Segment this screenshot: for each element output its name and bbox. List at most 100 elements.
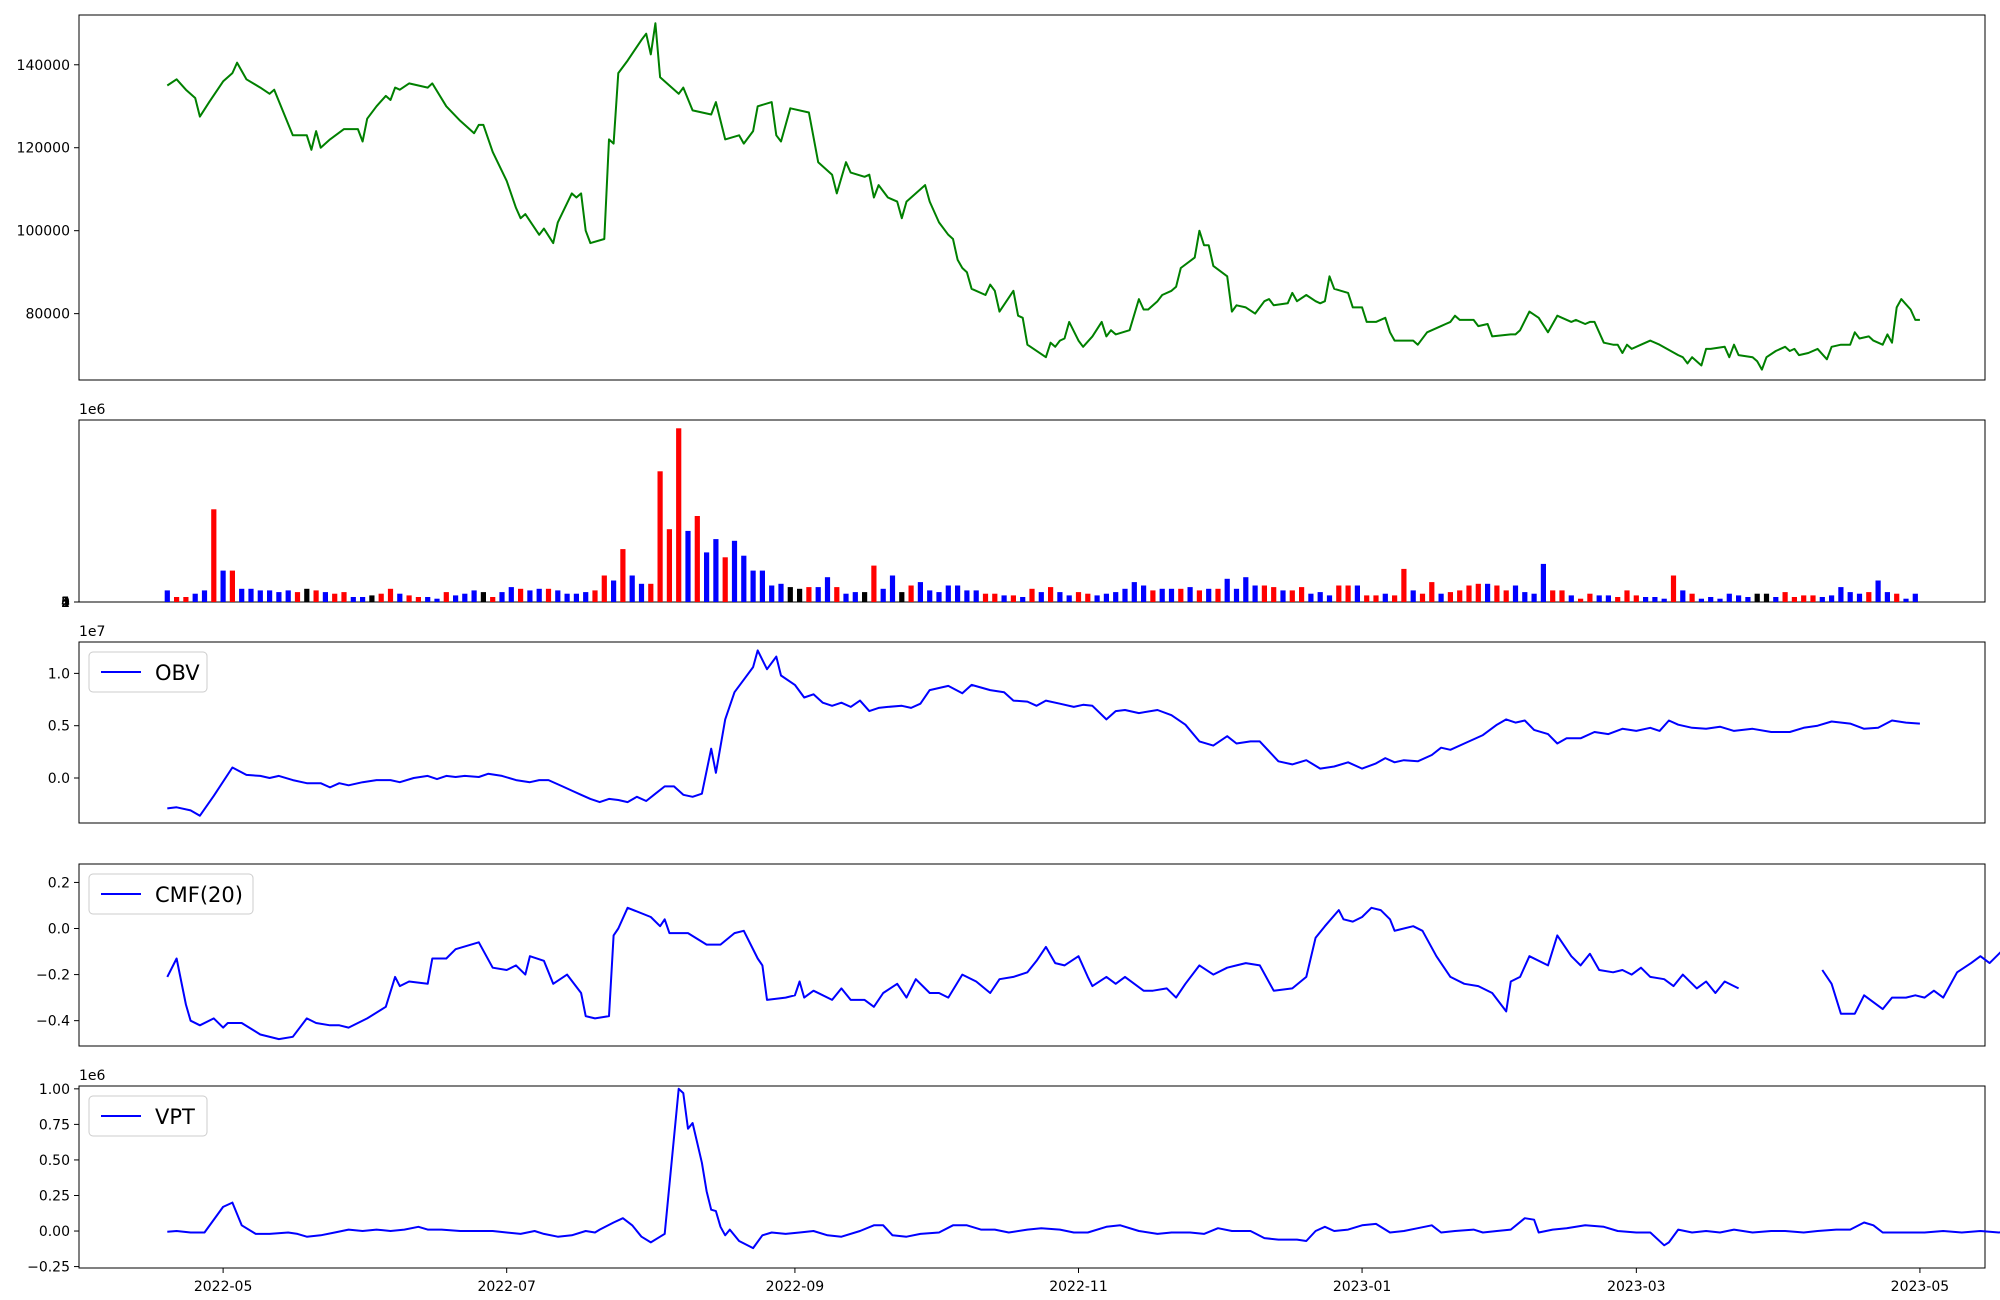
volume-bar — [1847, 592, 1853, 602]
volume-bar — [583, 592, 589, 602]
volume-bar — [239, 588, 245, 602]
volume-bar — [1670, 575, 1677, 602]
volume-bar — [629, 575, 635, 602]
volume-bar — [1531, 593, 1537, 602]
volume-bar — [685, 530, 691, 602]
volume-bar — [936, 592, 942, 602]
volume-bar — [555, 590, 561, 602]
volume-bar — [1540, 563, 1546, 602]
volume-bar — [797, 588, 803, 602]
volume-bar — [1150, 590, 1156, 602]
volume-bar — [889, 575, 896, 602]
volume-bar — [1233, 588, 1240, 602]
volume-bar — [778, 583, 784, 602]
panel-frame — [78, 863, 1986, 1047]
volume-bar — [527, 590, 533, 602]
y-tick-label: 0.50 — [39, 1153, 70, 1169]
volume-bar — [769, 585, 775, 602]
volume-bar — [955, 585, 961, 602]
volume-bar — [927, 590, 933, 602]
volume-bar — [1438, 593, 1444, 602]
volume-bar — [964, 590, 970, 602]
volume-bar — [1736, 595, 1742, 602]
volume-bar — [443, 592, 449, 602]
volume-bar — [480, 592, 486, 602]
volume-bar — [267, 590, 273, 602]
volume-bar — [434, 598, 440, 602]
volume-bar — [1317, 592, 1323, 602]
volume-bar — [257, 590, 263, 602]
volume-bar — [982, 593, 989, 602]
volume-bar — [1057, 592, 1063, 602]
volume-bar — [1075, 592, 1082, 602]
volume-bar — [1280, 590, 1286, 602]
volume-bar — [1819, 597, 1825, 602]
volume-bar — [1615, 597, 1621, 602]
volume-bar — [620, 549, 626, 602]
volume-bar — [880, 588, 886, 602]
volume-bar — [834, 587, 840, 602]
volume-bar — [1345, 585, 1351, 602]
volume-bar — [722, 557, 728, 602]
volume-bar — [871, 565, 877, 602]
volume-bar — [1503, 590, 1509, 602]
volume-bar — [1373, 595, 1379, 602]
volume-bar — [1689, 593, 1695, 602]
volume-bar — [564, 593, 570, 602]
volume-bar — [1429, 582, 1435, 602]
volume-bar — [1113, 592, 1119, 602]
volume-bar — [397, 593, 403, 602]
volume-bar — [611, 580, 617, 602]
y-tick-label: 100000 — [17, 224, 70, 240]
x-tick-label: 2023-03 — [1607, 1279, 1666, 1295]
y-tick-label: 0.2 — [48, 875, 70, 891]
legend-box — [88, 651, 208, 693]
volume-bar — [1382, 593, 1388, 602]
y-tick-label: 80000 — [25, 307, 70, 323]
volume-bar — [1633, 595, 1639, 602]
volume-bar — [1745, 597, 1751, 602]
volume-bar — [1550, 590, 1556, 602]
volume-bar — [1884, 592, 1890, 602]
volume-bar — [638, 583, 645, 602]
volume-bar — [1754, 593, 1760, 602]
volume-bar — [899, 592, 905, 602]
volume-bar — [1289, 590, 1295, 602]
volume-bar — [1336, 585, 1342, 602]
volume-bar — [304, 588, 310, 602]
volume-bar — [713, 539, 719, 602]
volume-bar — [1652, 597, 1658, 602]
volume-bar — [201, 590, 208, 602]
y-tick-label: 5 — [61, 595, 70, 611]
volume-bar — [164, 590, 170, 602]
x-tick-label: 2023-01 — [1333, 1279, 1392, 1295]
x-tick-label: 2022-07 — [477, 1279, 536, 1295]
volume-bar — [704, 552, 710, 602]
volume-bar — [378, 593, 384, 602]
volume-bar — [1215, 588, 1221, 602]
panel-frame — [78, 641, 1986, 824]
volume-bar — [1299, 587, 1305, 602]
axis-multiplier-label: 1e6 — [79, 1068, 106, 1084]
volume-bar — [508, 587, 514, 602]
volume-bar — [536, 588, 542, 602]
volume-bar — [1447, 592, 1453, 602]
volume-bar — [1326, 595, 1333, 602]
volume-bar — [1048, 587, 1054, 602]
legend-box — [88, 1095, 208, 1137]
volume-bar — [229, 570, 235, 602]
obv-line — [167, 649, 1920, 817]
volume-bar — [666, 529, 672, 602]
volume-bar — [1717, 598, 1723, 602]
x-tick-label: 2022-11 — [1049, 1279, 1108, 1295]
y-tick-label: 1.0 — [48, 666, 70, 682]
y-tick-label: −0.25 — [27, 1260, 70, 1276]
volume-bar — [341, 592, 347, 602]
volume-bar — [1494, 585, 1500, 602]
volume-bar — [1029, 588, 1035, 602]
volume-bar — [1559, 590, 1565, 602]
volume-bar — [1364, 595, 1370, 602]
volume-bar — [1094, 595, 1100, 602]
y-tick-label: 0.00 — [39, 1224, 70, 1240]
